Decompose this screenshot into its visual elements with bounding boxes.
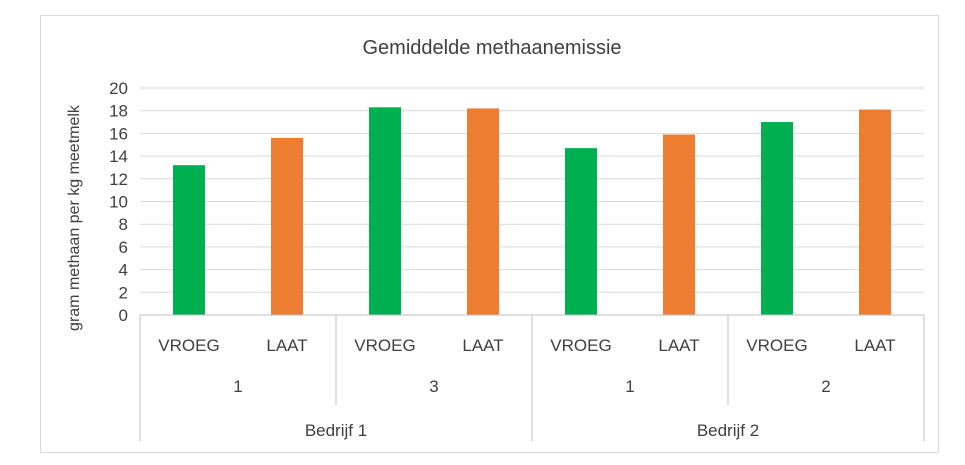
x-tick-label: LAAT	[658, 336, 699, 355]
company-label: Bedrijf 1	[305, 421, 367, 440]
x-tick-label: VROEG	[354, 336, 415, 355]
bar	[859, 109, 891, 315]
x-tick-label: LAAT	[462, 336, 503, 355]
gridlines	[140, 87, 924, 293]
bar	[663, 134, 695, 315]
bar	[271, 137, 303, 315]
y-tick-label: 14	[109, 147, 128, 166]
bar	[173, 165, 205, 315]
y-tick-label: 18	[109, 102, 128, 121]
y-axis-ticks: 0 2 4 6 8 10 12 14 16 18 20	[109, 79, 128, 325]
x-tick-label: VROEG	[550, 336, 611, 355]
y-tick-label: 12	[109, 170, 128, 189]
group-label: 1	[625, 377, 634, 396]
group-label: 1	[233, 377, 242, 396]
y-axis-label: gram methaan per kg meetmelk	[66, 104, 83, 331]
y-tick-label: 20	[109, 79, 128, 98]
group-label: 2	[821, 377, 830, 396]
bar	[761, 122, 793, 315]
y-tick-label: 4	[119, 261, 128, 280]
y-tick-label: 2	[119, 283, 128, 302]
bars	[173, 107, 891, 316]
y-tick-label: 6	[119, 238, 128, 257]
y-tick-label: 8	[119, 215, 128, 234]
y-tick-label: 16	[109, 124, 128, 143]
x-tick-label: LAAT	[854, 336, 895, 355]
y-tick-label: 0	[119, 306, 128, 325]
bar	[467, 108, 499, 316]
company-label: Bedrijf 2	[697, 421, 759, 440]
bar	[565, 148, 597, 315]
x-tick-label: VROEG	[158, 336, 219, 355]
y-tick-label: 10	[109, 193, 128, 212]
bar	[369, 107, 401, 315]
x-axis: VROEG LAAT VROEG LAAT VROEG LAAT VROEG LAAT 1 3 1 2…	[139, 314, 925, 441]
x-tick-label: LAAT	[266, 336, 307, 355]
chart-title: Gemiddelde methaanemissie	[362, 37, 621, 59]
x-tick-label: VROEG	[746, 336, 807, 355]
group-label: 3	[429, 377, 438, 396]
